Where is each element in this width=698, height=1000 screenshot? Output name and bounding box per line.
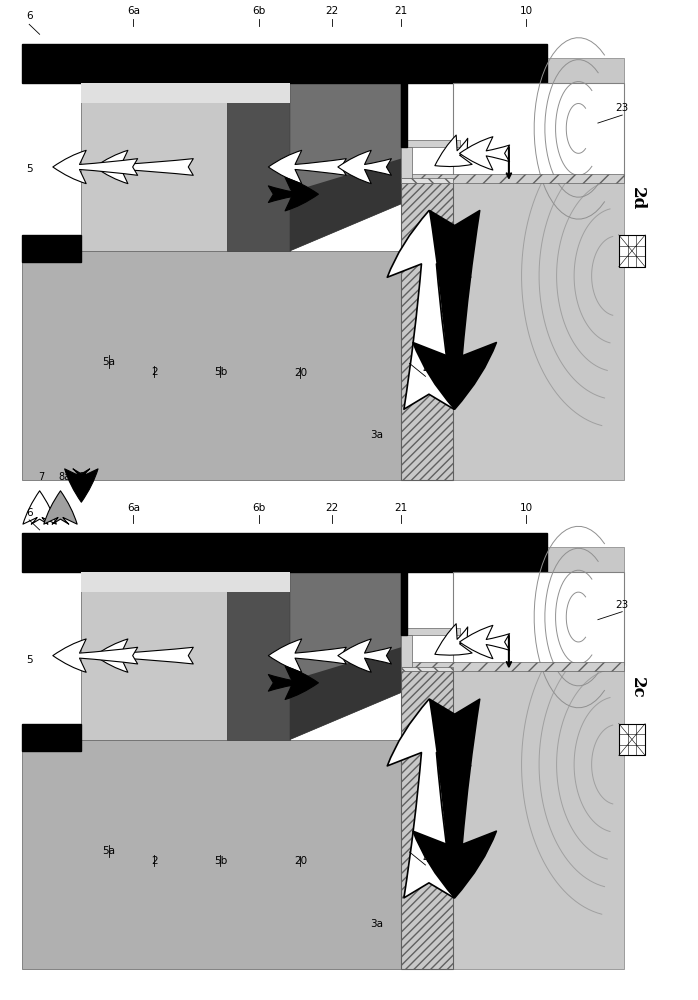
Bar <box>82 572 228 740</box>
Bar <box>82 572 228 592</box>
Text: 6: 6 <box>26 11 33 21</box>
Bar <box>453 58 623 480</box>
Bar <box>453 572 623 665</box>
Text: 23: 23 <box>616 103 629 113</box>
Text: 6b: 6b <box>252 503 265 513</box>
Bar <box>22 235 82 262</box>
Bar <box>401 83 407 147</box>
Text: 4: 4 <box>422 365 429 375</box>
Text: 10: 10 <box>520 6 533 16</box>
Bar <box>401 572 407 635</box>
Text: 5b: 5b <box>214 367 227 377</box>
Bar <box>82 83 228 103</box>
Bar <box>22 740 422 969</box>
Bar <box>228 83 290 103</box>
Bar <box>228 572 290 740</box>
Text: 5: 5 <box>26 164 33 174</box>
Text: 5b: 5b <box>214 856 227 866</box>
Bar <box>401 176 453 480</box>
Text: 6a: 6a <box>127 6 140 16</box>
Text: 22: 22 <box>325 6 339 16</box>
Text: 2c: 2c <box>629 677 646 698</box>
Bar <box>22 533 547 572</box>
Text: 6: 6 <box>26 508 33 518</box>
Text: 5a: 5a <box>103 357 116 367</box>
Text: 3a: 3a <box>371 919 383 929</box>
Text: 3a: 3a <box>371 430 383 440</box>
Text: 10: 10 <box>520 503 533 513</box>
Text: 6a: 6a <box>127 503 140 513</box>
Text: 8a: 8a <box>58 472 70 482</box>
Text: 2: 2 <box>151 856 158 866</box>
Bar <box>22 44 547 83</box>
Bar <box>401 147 412 178</box>
Bar <box>618 724 645 755</box>
Text: 5: 5 <box>26 655 33 665</box>
Polygon shape <box>290 159 401 251</box>
Bar <box>401 140 460 147</box>
Text: 6b: 6b <box>252 6 265 16</box>
Text: 7: 7 <box>38 472 45 482</box>
Polygon shape <box>401 667 453 671</box>
Text: 21: 21 <box>394 6 408 16</box>
Text: 5a: 5a <box>103 846 116 856</box>
Polygon shape <box>290 572 401 740</box>
Text: 20: 20 <box>294 368 307 378</box>
Text: 8b: 8b <box>79 472 91 482</box>
Bar <box>453 547 623 969</box>
Bar <box>401 628 460 635</box>
Bar <box>453 83 623 176</box>
Text: 2d: 2d <box>629 187 646 210</box>
Text: 23: 23 <box>616 600 629 610</box>
Text: 20: 20 <box>294 856 307 866</box>
Bar <box>401 662 623 671</box>
Bar <box>22 251 422 480</box>
Bar <box>228 83 290 251</box>
Bar <box>82 83 228 251</box>
Bar <box>228 572 290 592</box>
Bar <box>22 724 82 751</box>
Text: 4: 4 <box>422 854 429 864</box>
Polygon shape <box>290 647 401 740</box>
Bar <box>618 235 645 267</box>
Bar <box>401 174 623 183</box>
Bar <box>401 635 412 667</box>
Text: 2: 2 <box>151 367 158 377</box>
Text: 21: 21 <box>394 503 408 513</box>
Text: 22: 22 <box>325 503 339 513</box>
Bar <box>401 665 453 969</box>
Polygon shape <box>290 83 401 251</box>
Polygon shape <box>401 178 453 183</box>
